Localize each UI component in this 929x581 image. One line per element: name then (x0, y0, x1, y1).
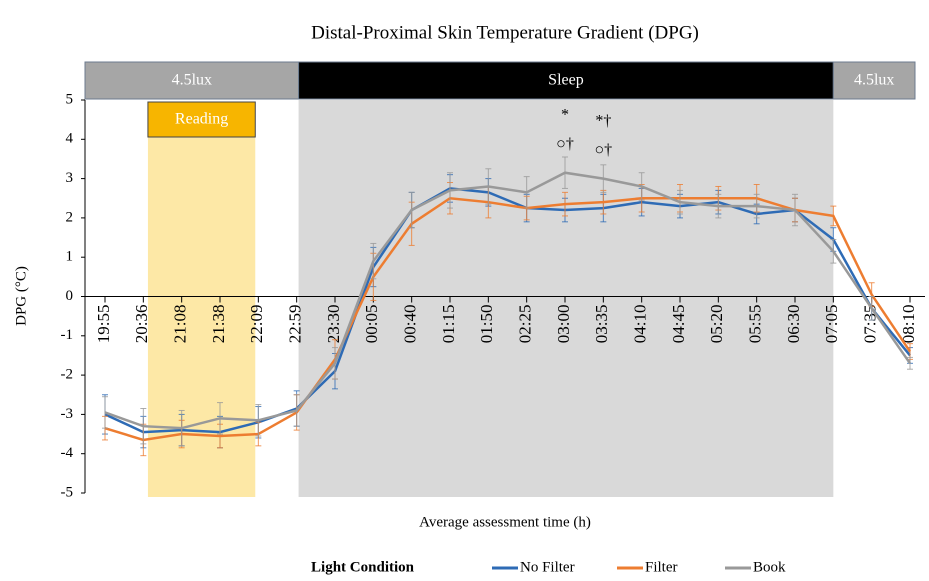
y-tick-label: 0 (66, 288, 74, 304)
reading-shade (147, 137, 256, 497)
legend-title: Light Condition (311, 559, 415, 575)
band (832, 61, 916, 100)
x-tick-label: 01:50 (477, 305, 496, 344)
series-line (104, 187, 911, 434)
x-tick-label: 07:05 (822, 305, 841, 344)
y-tick-label: 3 (66, 170, 74, 186)
series-line (104, 171, 912, 430)
x-axis-label: Average assessment time (h) (419, 514, 591, 530)
reading-label: Reading (175, 111, 228, 128)
band-label: 4.5lux (854, 72, 894, 89)
y-tick-label: 2 (66, 209, 74, 225)
x-tick-label: 03:35 (592, 305, 611, 344)
annotation: ○† (556, 136, 574, 153)
y-tick-label: -3 (61, 406, 74, 422)
y-tick-label: -4 (61, 445, 74, 461)
x-tick-label: 22:59 (286, 305, 305, 344)
x-tick-label: 05:55 (746, 305, 765, 344)
annotation: ○† (594, 142, 612, 159)
x-tick-label: 00:05 (362, 305, 381, 344)
x-tick-label: 04:45 (669, 305, 688, 344)
y-tick-label: 4 (66, 131, 74, 147)
band-label: 4.5lux (172, 72, 212, 89)
chart-title: Distal-Proximal Skin Temperature Gradien… (311, 22, 699, 43)
sleep-shade (298, 100, 834, 497)
x-tick-label: 22:09 (247, 305, 266, 344)
x-tick-label: 21:38 (209, 305, 228, 344)
x-tick-label: 01:15 (439, 305, 458, 344)
x-tick-label: 02:25 (516, 305, 535, 344)
y-tick-label: -5 (61, 484, 74, 500)
y-tick-label: 5 (66, 91, 74, 107)
y-tick-label: 1 (66, 249, 74, 265)
x-tick-label: 07:35 (861, 305, 880, 344)
x-tick-label: 23:30 (324, 305, 343, 344)
x-tick-label: 00:40 (401, 305, 420, 344)
x-tick-label: 20:36 (132, 305, 151, 344)
x-tick-label: 21:08 (171, 305, 190, 344)
reading-box (147, 101, 256, 138)
y-tick-label: -1 (61, 327, 74, 343)
band-label: Sleep (548, 72, 584, 89)
annotation: * (561, 107, 569, 124)
x-tick-label: 04:10 (631, 305, 650, 344)
legend-label: Filter (645, 559, 678, 575)
legend-label: Book (753, 559, 786, 575)
band (298, 61, 834, 100)
legend-label: No Filter (520, 559, 575, 575)
x-tick-label: 05:20 (707, 305, 726, 344)
x-tick-label: 19:55 (94, 305, 113, 344)
series-line (104, 196, 912, 442)
x-tick-label: 03:00 (554, 305, 573, 344)
annotation: *† (595, 113, 611, 130)
band (84, 61, 300, 100)
y-axis-label: DPG (°C) (13, 266, 29, 326)
x-tick-label: 06:30 (784, 305, 803, 344)
y-tick-label: -2 (61, 367, 74, 383)
x-tick-label: 08:10 (899, 305, 918, 344)
